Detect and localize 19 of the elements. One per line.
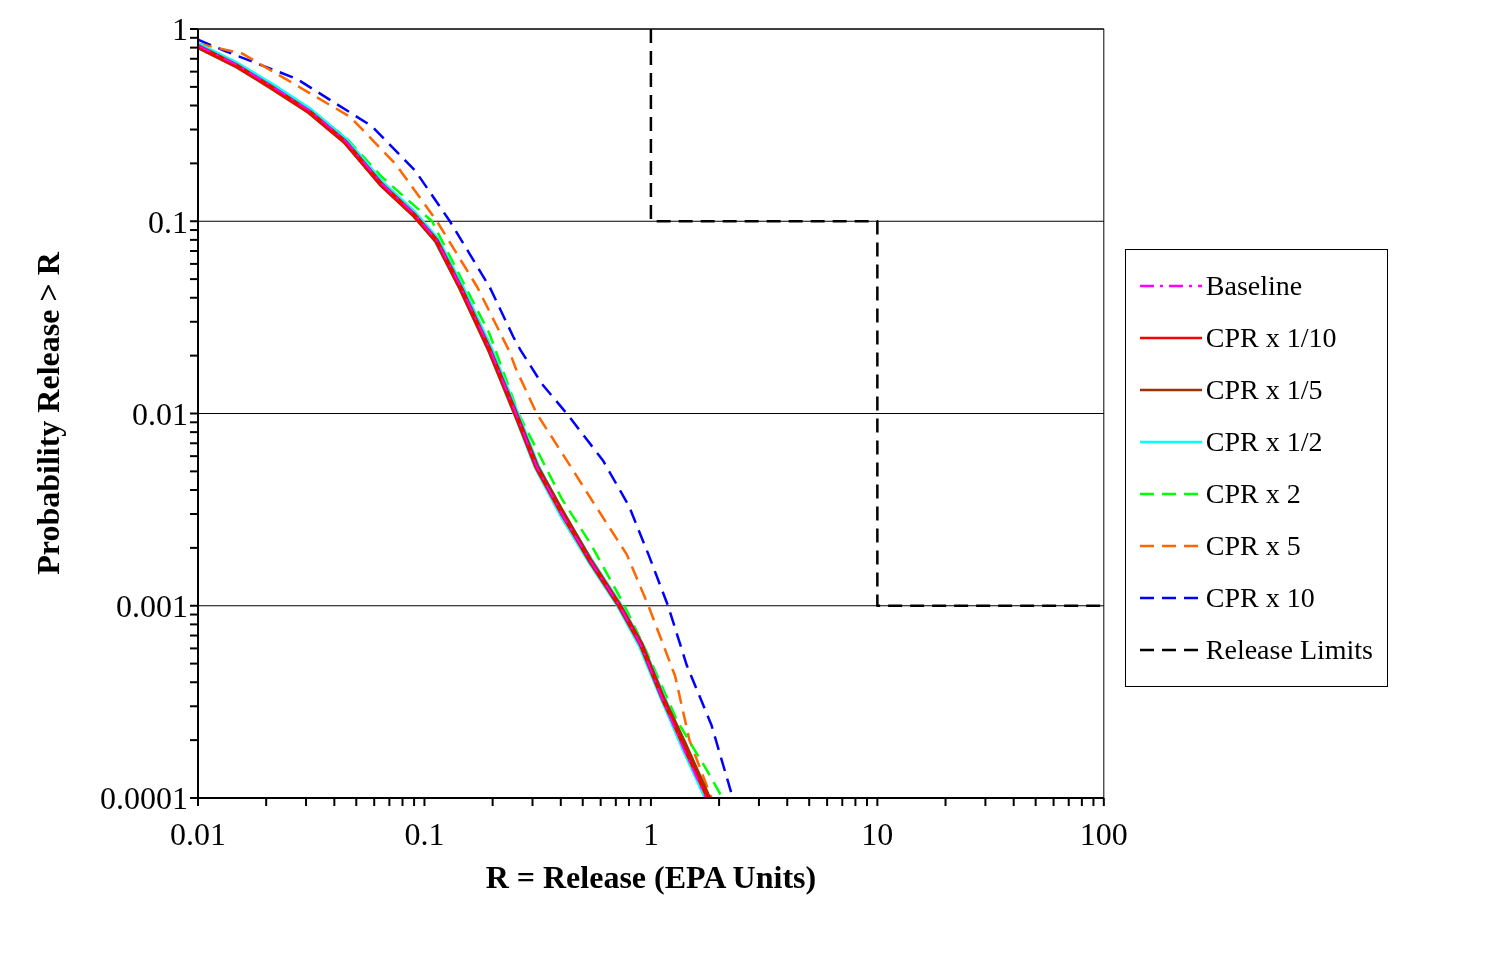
y-tick-label: 0.001 — [116, 588, 188, 625]
x-tick-label: 1 — [642, 815, 659, 852]
x-tick-label: 100 — [1079, 815, 1128, 852]
legend-label: Release Limits — [1205, 634, 1373, 666]
legend-label: CPR x 10 — [1205, 582, 1315, 614]
legend-label: CPR x 2 — [1205, 478, 1301, 510]
x-tick-label: 10 — [861, 815, 894, 852]
y-tick-label: 0.1 — [148, 203, 188, 240]
y-tick-label: 0.01 — [132, 395, 188, 432]
legend-label: CPR x 5 — [1205, 530, 1301, 562]
y-axis-title: Probability Release > R — [30, 251, 67, 575]
legend-label: CPR x 1/10 — [1205, 322, 1337, 354]
legend-label: Baseline — [1205, 270, 1303, 302]
y-tick-label: 1 — [172, 11, 188, 48]
legend-label: CPR x 1/5 — [1205, 374, 1323, 406]
legend-label: CPR x 1/2 — [1205, 426, 1323, 458]
x-tick-label: 0.1 — [404, 815, 445, 852]
x-axis-title: R = Release (EPA Units) — [485, 859, 817, 895]
y-tick-label: 0.0001 — [100, 780, 188, 817]
